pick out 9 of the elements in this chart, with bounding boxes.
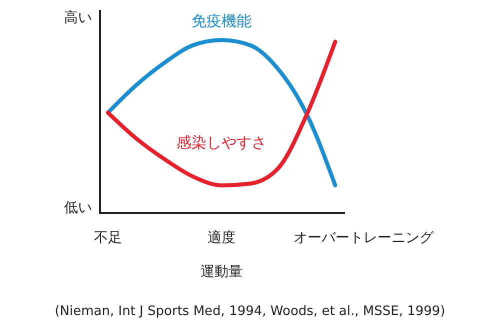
x-tick-label: 適度 bbox=[208, 230, 236, 246]
text: (Nieman, Int J Sports Med, 1994, Woods, et al., MSSE, 1999) bbox=[54, 304, 446, 319]
text: 高い bbox=[64, 10, 92, 26]
series-label: 感染しやすさ bbox=[176, 133, 267, 152]
x-tick-label: 不足 bbox=[94, 230, 122, 246]
x-axis-title: 運動量 bbox=[200, 264, 243, 280]
x-tick-label: オーバートレーニング bbox=[294, 230, 435, 246]
text: 低い bbox=[64, 200, 92, 216]
series-label: 免疫機能 bbox=[192, 12, 252, 30]
